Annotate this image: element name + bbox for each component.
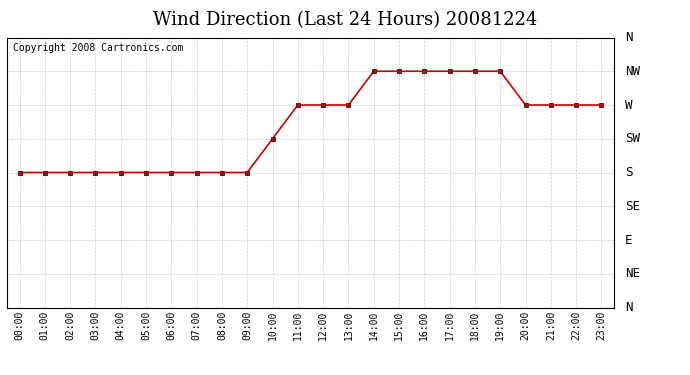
Text: N: N	[625, 31, 633, 44]
Text: N: N	[625, 301, 633, 314]
Text: Copyright 2008 Cartronics.com: Copyright 2008 Cartronics.com	[13, 43, 184, 53]
Text: NW: NW	[625, 65, 640, 78]
Text: SE: SE	[625, 200, 640, 213]
Text: W: W	[625, 99, 633, 111]
Text: E: E	[625, 234, 633, 246]
Text: NE: NE	[625, 267, 640, 280]
Text: S: S	[625, 166, 633, 179]
Text: Wind Direction (Last 24 Hours) 20081224: Wind Direction (Last 24 Hours) 20081224	[152, 11, 538, 29]
Text: SW: SW	[625, 132, 640, 145]
